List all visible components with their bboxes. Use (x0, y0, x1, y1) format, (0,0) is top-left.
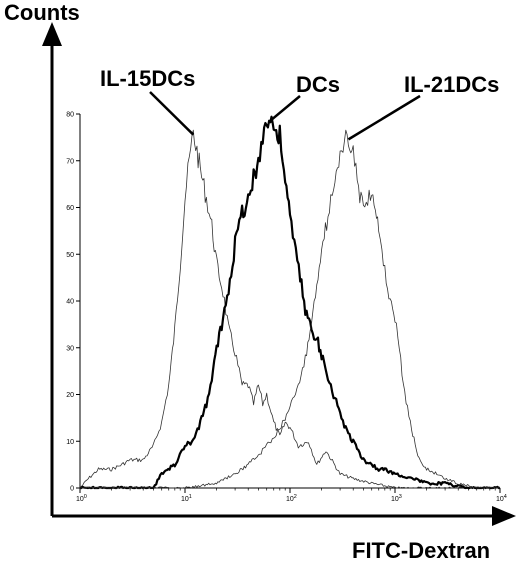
x-tick-label: 103 (391, 494, 402, 503)
y-tick-label: 50 (66, 252, 74, 259)
y-tick-label: 20 (66, 392, 74, 399)
y-axis-label: Counts (4, 0, 80, 25)
y-tick-label: 40 (66, 299, 74, 306)
x-tick-label: 100 (76, 494, 87, 503)
series-line-il-21dcs (80, 129, 501, 489)
annotation-label: DCs (296, 72, 340, 97)
y-tick-label: 0 (70, 486, 74, 493)
annotation-label: IL-21DCs (404, 72, 499, 97)
outer-axes (42, 22, 516, 526)
x-axis-label: FITC-Dextran (352, 538, 490, 563)
annotation-label: IL-15DCs (100, 66, 195, 91)
y-tick-group: 0 10 20 30 40 50 60 70 80 (66, 112, 80, 493)
x-tick-label: 104 (496, 494, 507, 503)
y-tick-label: 30 (66, 345, 74, 352)
x-axis-arrowhead (492, 506, 516, 526)
x-tick-label: 102 (286, 494, 297, 503)
y-tick-label: 60 (66, 205, 74, 212)
annotation-leader-line (149, 91, 195, 136)
y-tick-label: 80 (66, 112, 74, 119)
y-axis-arrowhead (42, 22, 62, 46)
annotation-leader-line (269, 95, 301, 122)
series-line-dcs (80, 115, 500, 490)
annotation-layer: IL-15DCs DCs IL-21DCs (100, 66, 499, 141)
x-tick-label: 101 (181, 494, 192, 503)
y-tick-label: 10 (66, 439, 74, 446)
annotation-leader-line (347, 94, 421, 141)
series-line-il-15dcs (79, 129, 500, 489)
series-layer (79, 115, 501, 490)
y-tick-label: 70 (66, 158, 74, 165)
x-tick-group: 100 101 102 103 104 (76, 488, 507, 503)
